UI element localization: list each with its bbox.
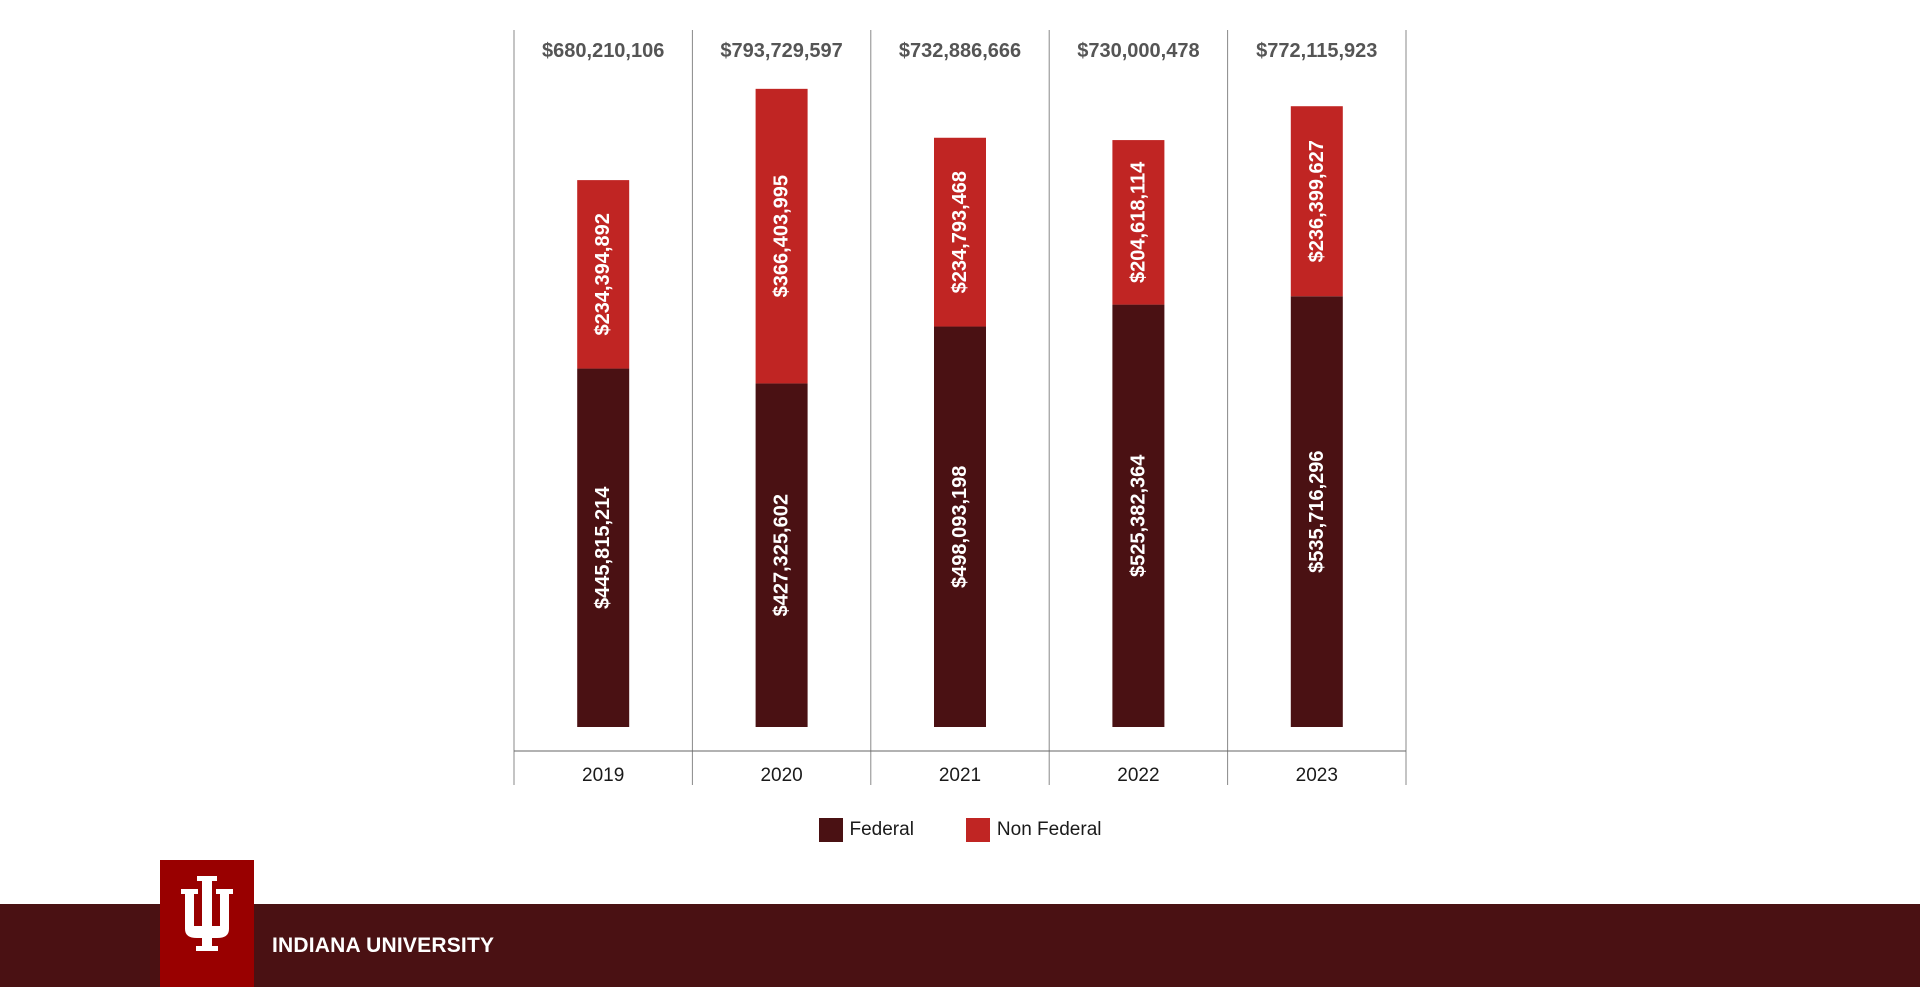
total-label-2023: $772,115,923 xyxy=(1256,40,1377,62)
bar-federal-2021 xyxy=(934,326,986,727)
x-tick-label-2020: 2020 xyxy=(760,765,802,786)
x-tick-label-2021: 2021 xyxy=(939,765,981,786)
total-label-2019: $680,210,106 xyxy=(542,40,664,62)
footer-band xyxy=(0,904,1920,987)
legend-item-non-federal: Non Federal xyxy=(965,818,1102,842)
data-label-federal-2022: $525,382,364 xyxy=(1127,454,1149,577)
iu-logo xyxy=(160,860,254,987)
data-label-non-federal-2019: $234,394,892 xyxy=(592,213,614,335)
bar-non-federal-2019 xyxy=(577,180,630,369)
total-label-2020: $793,729,597 xyxy=(720,40,842,62)
data-label-non-federal-2021: $234,793,468 xyxy=(949,171,971,293)
bar-non-federal-2020 xyxy=(755,88,808,384)
data-label-non-federal-2022: $204,618,114 xyxy=(1127,161,1149,283)
total-label-2021: $732,886,666 xyxy=(899,40,1021,62)
data-label-non-federal-2020: $366,403,995 xyxy=(771,175,793,297)
footer-title: INDIANA UNIVERSITY xyxy=(272,934,495,957)
x-tick-label-2019: 2019 xyxy=(582,765,624,786)
bar-chart: $445,815,214 $234,394,892 $680,210,106 2019… xyxy=(513,30,1407,786)
legend-label-non-federal: Non Federal xyxy=(996,819,1102,840)
legend-swatch-federal xyxy=(818,818,843,842)
data-label-federal-2020: $427,325,602 xyxy=(771,494,793,616)
bar-non-federal-2023 xyxy=(1290,106,1343,297)
data-label-federal-2023: $535,716,296 xyxy=(1306,450,1328,572)
bar-federal-2022 xyxy=(1112,304,1165,727)
x-tick-label-2022: 2022 xyxy=(1117,765,1159,786)
legend-swatch-non-federal xyxy=(965,818,990,842)
legend-item-federal: Federal xyxy=(818,818,914,842)
data-label-federal-2021: $498,093,198 xyxy=(949,466,971,588)
data-label-non-federal-2023: $236,399,627 xyxy=(1306,140,1328,262)
bar-federal-2020 xyxy=(755,383,808,727)
x-tick-label-2023: 2023 xyxy=(1296,765,1338,786)
iu-trident-logo-icon xyxy=(181,876,233,951)
data-label-federal-2019: $445,815,214 xyxy=(592,486,614,609)
total-label-2022: $730,000,478 xyxy=(1077,40,1199,62)
legend-label-federal: Federal xyxy=(849,819,914,840)
bar-non-federal-2022 xyxy=(1112,140,1165,305)
bar-federal-2019 xyxy=(577,368,630,727)
chart-legend: Federal Non Federal xyxy=(0,818,1920,842)
bar-federal-2023 xyxy=(1290,296,1343,727)
bar-non-federal-2021 xyxy=(934,137,986,327)
